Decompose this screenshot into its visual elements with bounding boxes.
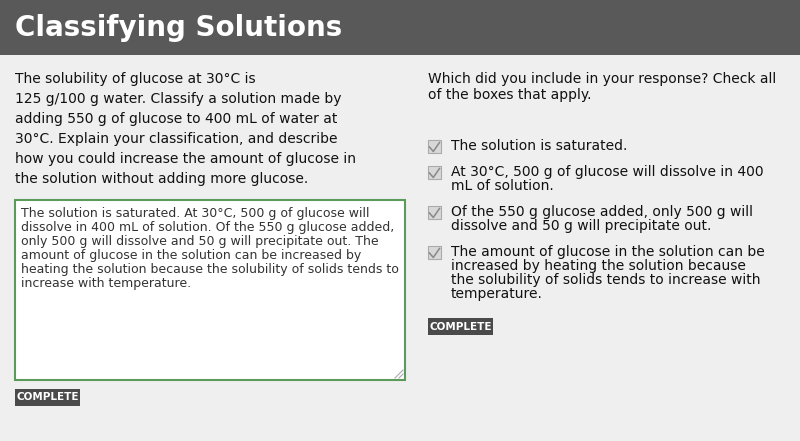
- Text: only 500 g will dissolve and 50 g will precipitate out. The: only 500 g will dissolve and 50 g will p…: [21, 235, 378, 248]
- FancyBboxPatch shape: [428, 166, 441, 179]
- FancyBboxPatch shape: [428, 318, 493, 335]
- Text: increased by heating the solution because: increased by heating the solution becaus…: [451, 259, 746, 273]
- Text: increase with temperature.: increase with temperature.: [21, 277, 191, 290]
- Text: the solubility of solids tends to increase with: the solubility of solids tends to increa…: [451, 273, 761, 287]
- Text: heating the solution because the solubility of solids tends to: heating the solution because the solubil…: [21, 263, 399, 276]
- Text: The solution is saturated.: The solution is saturated.: [451, 139, 627, 153]
- Text: The amount of glucose in the solution can be: The amount of glucose in the solution ca…: [451, 245, 765, 259]
- Text: dissolve and 50 g will precipitate out.: dissolve and 50 g will precipitate out.: [451, 219, 711, 233]
- Text: Which did you include in your response? Check all: Which did you include in your response? …: [428, 72, 776, 86]
- Text: The solubility of glucose at 30°C is
125 g/100 g water. Classify a solution made: The solubility of glucose at 30°C is 125…: [15, 72, 356, 186]
- Text: of the boxes that apply.: of the boxes that apply.: [428, 87, 591, 101]
- Text: COMPLETE: COMPLETE: [430, 321, 492, 332]
- FancyBboxPatch shape: [0, 0, 800, 55]
- FancyBboxPatch shape: [428, 140, 441, 153]
- FancyBboxPatch shape: [15, 389, 80, 406]
- FancyBboxPatch shape: [428, 206, 441, 219]
- Text: dissolve in 400 mL of solution. Of the 550 g glucose added,: dissolve in 400 mL of solution. Of the 5…: [21, 221, 394, 234]
- Text: Of the 550 g glucose added, only 500 g will: Of the 550 g glucose added, only 500 g w…: [451, 205, 753, 219]
- Text: mL of solution.: mL of solution.: [451, 179, 554, 193]
- Text: Classifying Solutions: Classifying Solutions: [15, 14, 342, 41]
- Text: temperature.: temperature.: [451, 287, 543, 301]
- Text: amount of glucose in the solution can be increased by: amount of glucose in the solution can be…: [21, 249, 362, 262]
- Text: At 30°C, 500 g of glucose will dissolve in 400: At 30°C, 500 g of glucose will dissolve …: [451, 165, 764, 179]
- Text: The solution is saturated. At 30°C, 500 g of glucose will: The solution is saturated. At 30°C, 500 …: [21, 207, 370, 220]
- FancyBboxPatch shape: [428, 246, 441, 259]
- FancyBboxPatch shape: [15, 200, 405, 380]
- Text: COMPLETE: COMPLETE: [16, 392, 78, 403]
